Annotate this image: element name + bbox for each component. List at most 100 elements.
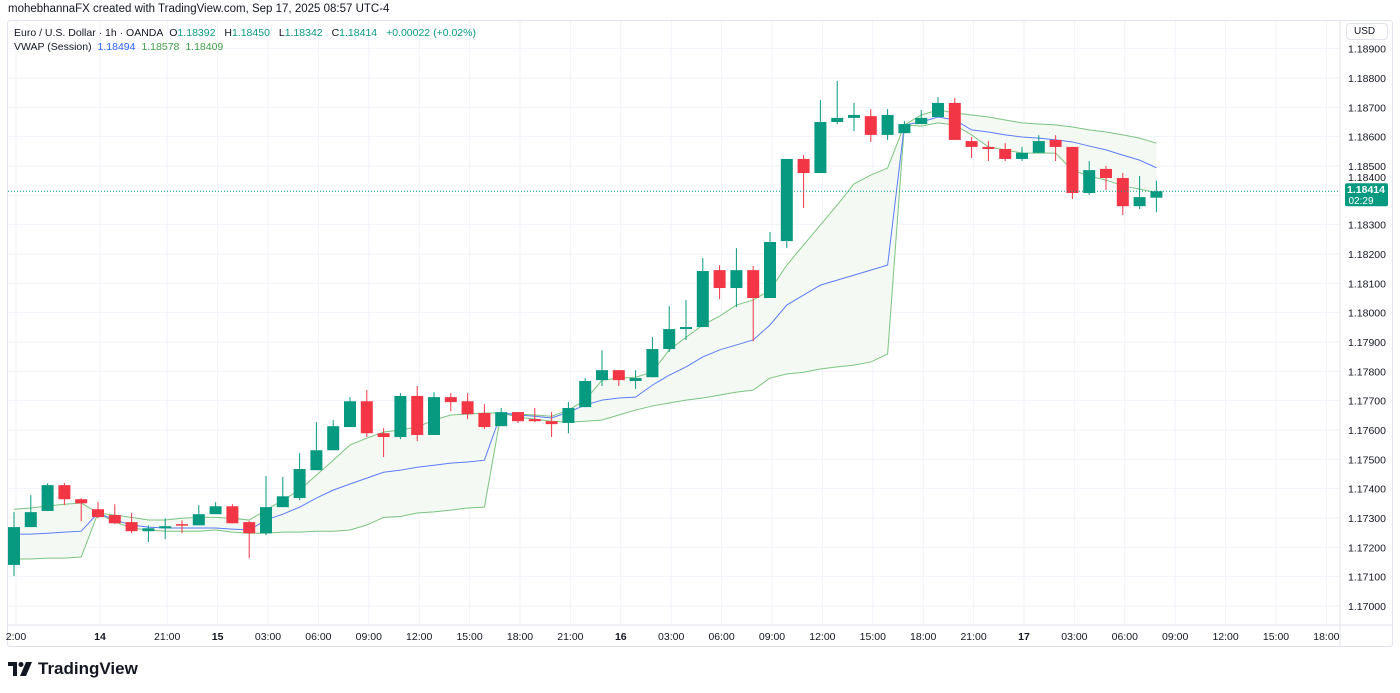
candle-body	[192, 514, 205, 526]
indicator-legend[interactable]: VWAP (Session) 1.18494 1.18578 1.18409	[14, 40, 479, 54]
candle-body	[461, 401, 474, 415]
candle-body	[562, 407, 575, 423]
time-tick-label: 15:00	[860, 631, 886, 643]
time-tick-label: 06:00	[305, 631, 331, 643]
time-tick-label: 16	[615, 631, 627, 643]
close-label: C	[331, 27, 340, 39]
symbol-legend[interactable]: Euro / U.S. Dollar · 1h · OANDA O1.18392…	[14, 26, 479, 40]
last-price-label: 1.18414	[1347, 184, 1385, 196]
candle-body	[612, 370, 625, 381]
open-label: O	[169, 27, 178, 39]
candle-body	[58, 485, 71, 500]
time-tick-label: 12:00	[1212, 631, 1238, 643]
upper-band-value: 1.18578	[141, 41, 180, 53]
tradingview-logo[interactable]: TradingView	[8, 659, 138, 679]
chart-frame	[7, 20, 1393, 647]
time-tick-label: 09:00	[759, 631, 785, 643]
candle-body	[696, 271, 709, 328]
candle-body	[276, 496, 289, 508]
candle-body	[1032, 141, 1045, 153]
candle-body	[1116, 178, 1129, 207]
candle-body	[411, 395, 424, 435]
candle-body	[226, 506, 239, 524]
time-tick-label: 2:00	[6, 631, 27, 643]
candle-body	[444, 397, 457, 403]
change-value: +0.00022 (+0.02%)	[386, 27, 476, 39]
time-tick-label: 15:00	[1263, 631, 1289, 643]
lower-band-value: 1.18409	[185, 41, 224, 53]
candle-body	[344, 401, 356, 428]
close-value: 1.18414	[339, 27, 378, 39]
price-tick-label: 1.18100	[1348, 278, 1386, 290]
candle-body	[646, 349, 659, 378]
high-value: 1.18450	[231, 27, 270, 39]
time-tick-label: 21:00	[960, 631, 986, 643]
upper-band-line	[13, 109, 1157, 521]
symbol-title: Euro / U.S. Dollar · 1h · OANDA	[14, 27, 164, 39]
price-tick-label: 1.17700	[1348, 396, 1386, 408]
lower-band-line	[14, 122, 1157, 560]
candle-body	[243, 522, 256, 534]
candle-body	[377, 433, 390, 438]
candle-body	[713, 270, 726, 289]
candle-body	[478, 412, 491, 428]
time-tick-label: 03:00	[255, 631, 281, 643]
candle-body	[680, 327, 692, 330]
time-tick-label: 06:00	[708, 631, 734, 643]
candle-body	[1016, 152, 1028, 159]
time-tick-label: 17	[1018, 631, 1030, 643]
candle-body	[108, 515, 121, 524]
tradingview-logo-icon	[8, 662, 32, 676]
candle-body	[797, 158, 810, 174]
candle-body	[831, 117, 844, 122]
price-tick-label: 1.18300	[1348, 220, 1386, 232]
time-tick-label: 09:00	[1162, 631, 1188, 643]
candle-body	[125, 522, 138, 532]
candle-body	[360, 401, 373, 434]
last-price-badge	[1345, 183, 1388, 207]
time-tick-label: 03:00	[1061, 631, 1087, 643]
candle-body	[948, 102, 961, 140]
candle-body	[1100, 168, 1112, 179]
candle-body	[260, 507, 272, 534]
price-tick-label: 1.17300	[1348, 513, 1386, 525]
price-axis: 1.17000 1.17100 1.17200 1.17300 1.17400 1.175…	[1348, 44, 1386, 613]
price-tick-label: 1.18200	[1348, 249, 1386, 261]
candle-body	[142, 528, 155, 532]
candle-body	[293, 469, 306, 499]
time-tick-label: 18:00	[910, 631, 936, 643]
time-tick-label: 18:00	[1313, 631, 1339, 643]
candle-body	[932, 102, 944, 118]
price-tick-label: 1.17900	[1348, 337, 1386, 349]
candle-body	[75, 499, 88, 504]
candle-body	[1133, 197, 1146, 207]
candle-body	[965, 141, 978, 147]
price-tick-label: 1.18800	[1348, 73, 1386, 85]
candle-body	[8, 527, 20, 565]
candle-body	[780, 158, 793, 242]
time-tick-label: 12:00	[809, 631, 835, 643]
candles	[8, 80, 1163, 577]
time-tick-label: 15	[212, 631, 224, 643]
price-tick-label: 1.18000	[1348, 308, 1386, 320]
candle-body	[864, 116, 877, 135]
candle-body	[982, 146, 995, 149]
candle-body	[848, 114, 860, 118]
candle-body	[730, 270, 743, 289]
low-value: 1.18342	[284, 27, 323, 39]
candle-body	[528, 419, 541, 422]
time-tick-label: 12:00	[406, 631, 432, 643]
time-tick-label: 03:00	[658, 631, 684, 643]
logo-text: TradingView	[38, 659, 138, 678]
vwap-line	[14, 116, 1157, 535]
currency-button[interactable]: USD	[1346, 23, 1388, 40]
band-fill	[14, 109, 1157, 560]
price-tick-label: 1.17600	[1348, 425, 1386, 437]
price-tick-label: 1.17500	[1348, 454, 1386, 466]
price-tick-label: 1.18900	[1348, 44, 1386, 56]
vwap-value: 1.18494	[97, 41, 136, 53]
candle-body	[1150, 191, 1163, 198]
time-axis: 2:00 14 21:00 15 03:00 06:00 09:00 12:00 15:00 18…	[6, 631, 1340, 643]
